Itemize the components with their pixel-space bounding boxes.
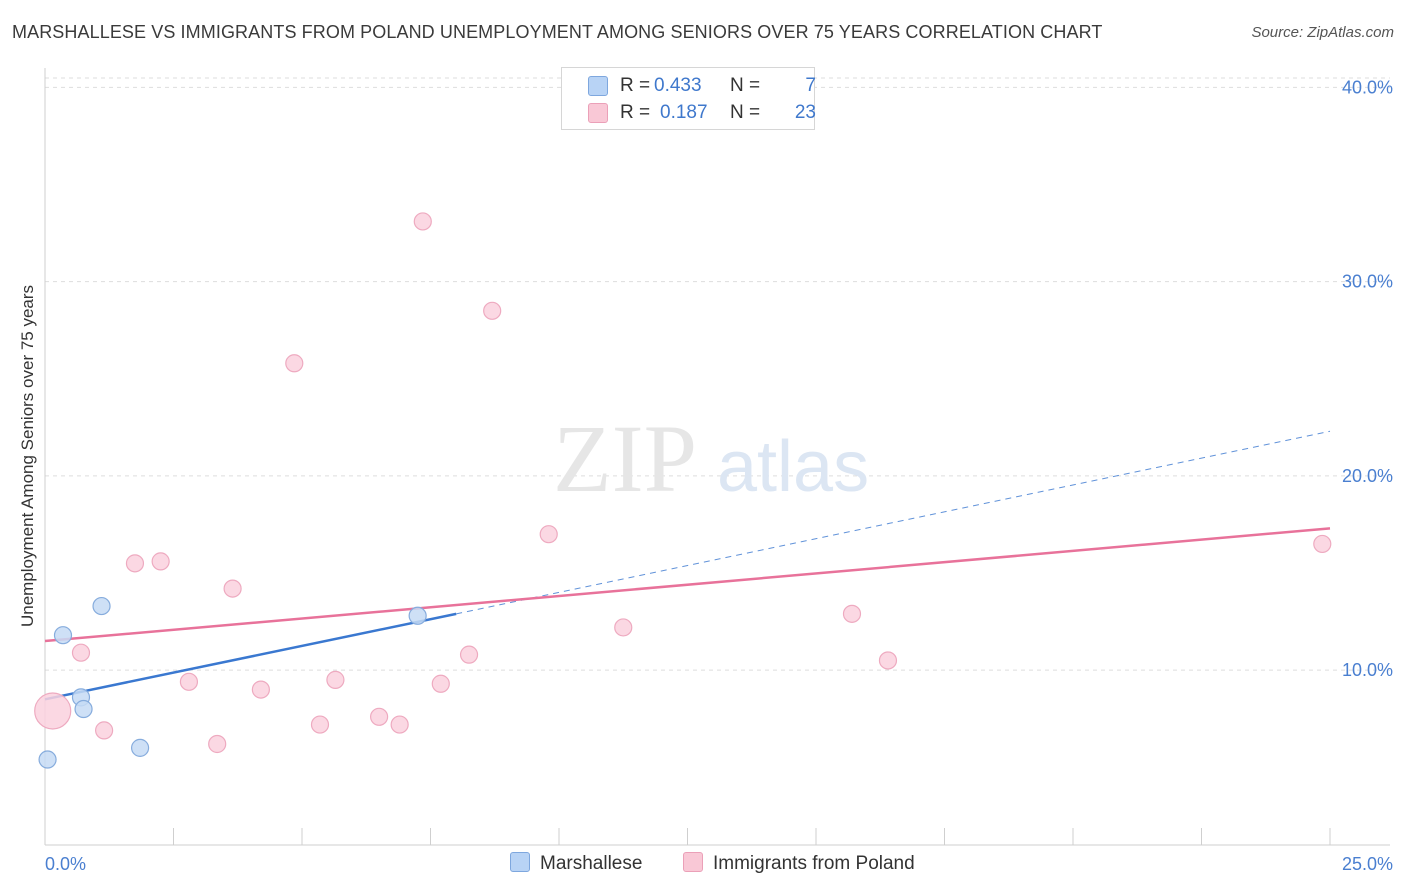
y-tick-label: 40.0% bbox=[1342, 77, 1393, 97]
point-poland bbox=[310, 715, 330, 734]
point-poland bbox=[251, 680, 270, 699]
point-poland bbox=[539, 525, 558, 544]
y-tick-label: 30.0% bbox=[1342, 272, 1393, 292]
trend-line-poland bbox=[44, 527, 1331, 643]
bottom-legend-label-poland: Immigrants from Poland bbox=[713, 853, 915, 874]
source-label: Source: ZipAtlas.com bbox=[1251, 24, 1394, 41]
trend-line-marshallese-extension bbox=[456, 430, 1331, 615]
y-axis-title: Unemployment Among Seniors over 75 years bbox=[18, 284, 37, 628]
point-marshallese bbox=[53, 626, 73, 645]
point-marshallese bbox=[130, 738, 150, 757]
point-poland bbox=[413, 212, 432, 231]
point-poland bbox=[842, 604, 862, 623]
watermark-atlas: atlas bbox=[717, 427, 869, 507]
stats-legend: R = 0.433 N = 7 R = 0.187 N = 23 bbox=[561, 67, 816, 130]
point-poland bbox=[326, 670, 345, 689]
point-poland bbox=[614, 618, 633, 637]
point-poland bbox=[34, 692, 72, 730]
n-label: N = bbox=[730, 102, 761, 123]
bottom-legend-label-marshallese: Marshallese bbox=[540, 853, 643, 874]
point-poland bbox=[390, 715, 409, 734]
point-poland bbox=[223, 579, 242, 598]
n-label: N = bbox=[730, 75, 761, 96]
x-tick-labels: 0.0% 25.0% bbox=[45, 854, 1393, 874]
bottom-legend-marshallese: Marshallese bbox=[510, 852, 642, 875]
point-poland bbox=[878, 651, 898, 670]
x-tick-label-min: 0.0% bbox=[45, 854, 86, 874]
data-points bbox=[34, 212, 1332, 769]
r-value-marshallese: 0.433 bbox=[654, 75, 702, 96]
point-poland bbox=[483, 301, 502, 320]
point-poland bbox=[370, 707, 389, 726]
legend-swatch-marshallese bbox=[588, 76, 608, 96]
watermark: ZIP atlas bbox=[553, 405, 869, 512]
bottom-swatch-poland bbox=[683, 852, 703, 872]
x-tick-label-max: 25.0% bbox=[1342, 854, 1393, 874]
point-poland bbox=[125, 554, 145, 573]
point-poland bbox=[208, 734, 227, 754]
point-poland bbox=[95, 721, 114, 740]
r-label: R = bbox=[620, 102, 651, 123]
trend-lines bbox=[44, 430, 1331, 701]
chart-title: MARSHALLESE VS IMMIGRANTS FROM POLAND UN… bbox=[12, 22, 1103, 42]
n-value-poland: 23 bbox=[794, 102, 816, 123]
trend-line-marshallese bbox=[44, 612, 457, 701]
y-tick-label: 10.0% bbox=[1342, 660, 1393, 680]
point-poland bbox=[285, 354, 304, 373]
point-poland bbox=[151, 552, 170, 571]
point-marshallese bbox=[408, 606, 427, 625]
bottom-swatch-marshallese bbox=[510, 852, 530, 872]
point-marshallese bbox=[92, 596, 111, 616]
y-tick-label: 20.0% bbox=[1342, 466, 1393, 486]
r-label: R = bbox=[620, 75, 651, 96]
x-ticks bbox=[173, 828, 1331, 845]
n-value-marshallese: 7 bbox=[805, 75, 816, 96]
r-value-poland: 0.187 bbox=[660, 102, 708, 123]
point-marshallese bbox=[38, 750, 57, 769]
y-tick-labels: 10.0% 20.0% 30.0% 40.0% bbox=[1342, 77, 1393, 680]
point-poland bbox=[1313, 534, 1332, 554]
point-poland bbox=[431, 674, 450, 693]
watermark-zip: ZIP bbox=[553, 405, 697, 512]
legend-swatch-poland bbox=[588, 103, 608, 123]
point-poland bbox=[179, 672, 199, 691]
point-poland bbox=[459, 645, 479, 664]
bottom-legend-poland: Immigrants from Poland bbox=[683, 852, 915, 875]
point-marshallese bbox=[74, 699, 93, 719]
point-poland bbox=[71, 643, 91, 662]
